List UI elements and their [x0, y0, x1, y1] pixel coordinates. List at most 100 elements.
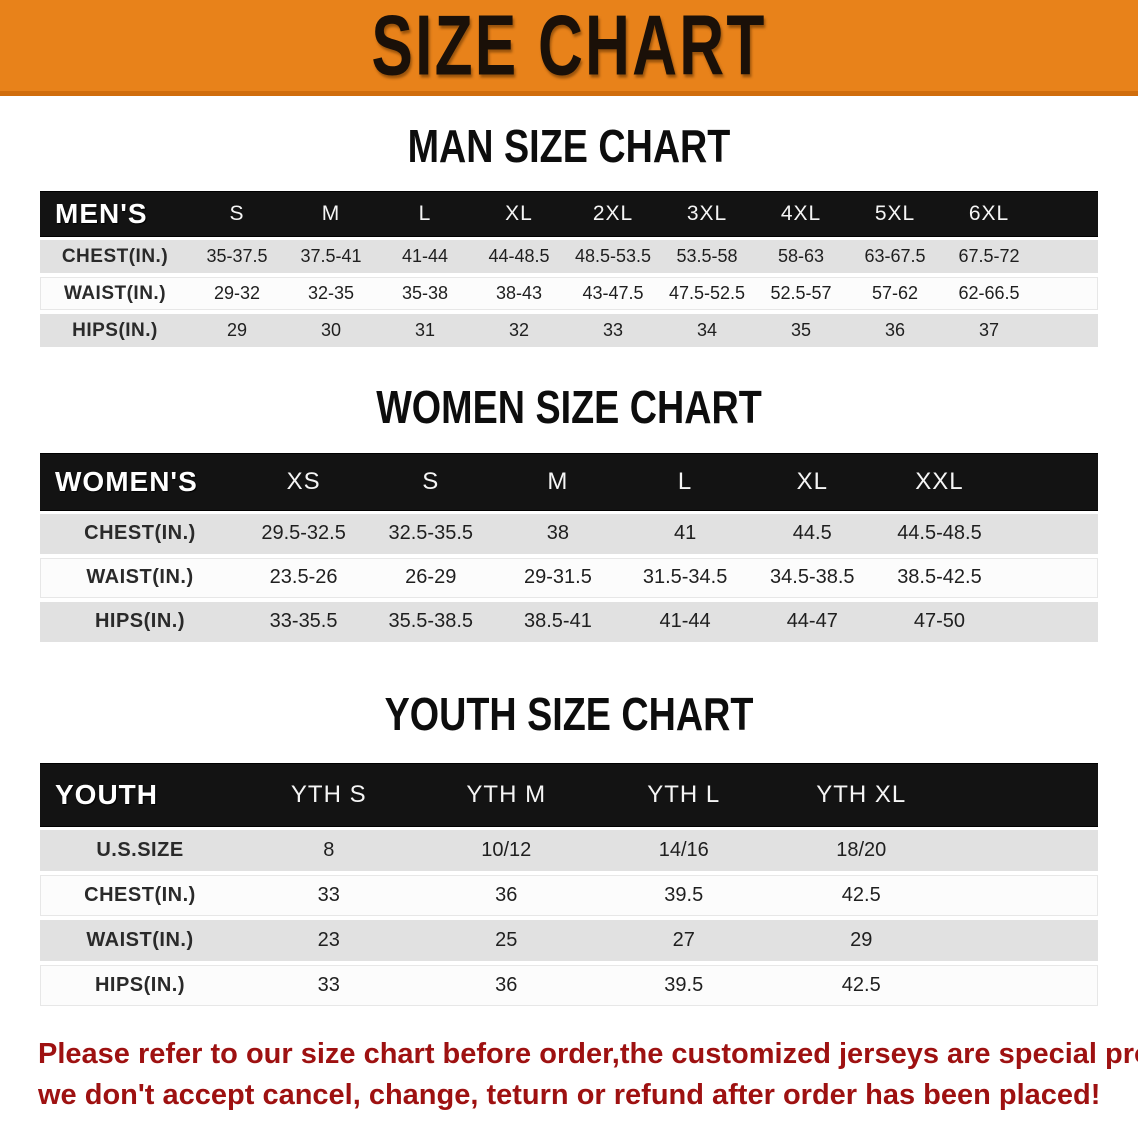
women-size-chart-section: WOMEN SIZE CHART WOMEN'S XS S M L XL XXL CHEST(I…: [0, 381, 1138, 642]
men-waist-in-value-m: 32-35: [307, 283, 355, 304]
disclaimer-line-1: Please refer to our size chart before or…: [38, 1037, 1138, 1070]
youth-hips-in-value-yth-s: 33: [317, 973, 340, 996]
women-hips-in-value-m: 38.5-41: [524, 610, 592, 633]
men-table: MEN'S S M L XL 2XL 3XL 4XL 5XL 6XL CHEST(IN.) 35-37…: [40, 192, 1098, 348]
men-column-header-xl: XL: [505, 202, 533, 226]
men-row-waist-in: WAIST(IN.) 29-32 32-35 35-38 38-43 43-47.5 47.…: [40, 277, 1098, 311]
women-row-label-chest-in: CHEST(IN.): [84, 522, 196, 545]
women-chest-in-value-xxl: 44.5-48.5: [897, 522, 982, 545]
women-waist-in-value-xl: 34.5-38.5: [770, 566, 855, 589]
women-row-hips-in: HIPS(IN.) 33-35.5 35.5-38.5 38.5-41 41-44 44-…: [40, 601, 1098, 642]
men-chest-in-value-5xl: 63-67.5: [864, 246, 926, 267]
disclaimer: Please refer to our size chart before or…: [38, 1034, 1138, 1116]
youth-header-label: YOUTH: [55, 778, 158, 810]
women-chart-title: WOMEN SIZE CHART: [376, 381, 762, 434]
men-column-header-2xl: 2XL: [592, 202, 634, 226]
women-column-header-xs: XS: [286, 467, 321, 495]
youth-header-row: YOUTH YTH S YTH M YTH L YTH XL: [40, 763, 1098, 826]
women-hips-in-value-xl: 44-47: [786, 610, 838, 633]
youth-chest-in-value-yth-xl: 42.5: [841, 883, 881, 906]
men-hips-in-value-m: 30: [320, 320, 342, 341]
women-hips-in-value-s: 35.5-38.5: [388, 610, 474, 633]
women-hips-in-value-xxl: 47-50: [913, 610, 966, 633]
youth-waist-in-value-yth-s: 23: [317, 928, 340, 951]
youth-chart-title: YOUTH SIZE CHART: [384, 687, 754, 740]
men-row-label-chest-in: CHEST(IN.): [61, 245, 169, 267]
women-hips-in-value-xs: 33-35.5: [269, 610, 338, 633]
women-waist-in-value-m: 29-31.5: [524, 566, 592, 589]
women-row-waist-in: WAIST(IN.) 23.5-26 26-29 29-31.5 31.5-34.5 34…: [40, 557, 1098, 598]
women-chest-in-value-xs: 29.5-32.5: [261, 522, 346, 545]
youth-hips-in-value-yth-xl: 42.5: [841, 973, 881, 996]
youth-row-chest-in: CHEST(IN.) 33 36 39.5 42.5: [40, 874, 1098, 916]
men-row-label-hips-in: HIPS(IN.): [72, 319, 158, 341]
men-hips-in-value-4xl: 35: [790, 320, 812, 341]
women-chest-in-value-m: 38: [546, 522, 570, 545]
men-column-header-6xl: 6XL: [968, 202, 1010, 226]
youth-waist-in-value-yth-m: 25: [495, 928, 518, 951]
men-row-chest-in: CHEST(IN.) 35-37.5 37.5-41 41-44 44-48.5 48.5…: [40, 240, 1098, 274]
women-row-label-hips-in: HIPS(IN.): [94, 610, 186, 633]
men-chest-in-value-4xl: 58-63: [777, 246, 825, 267]
men-header-row: MEN'S S M L XL 2XL 3XL 4XL 5XL 6XL: [40, 192, 1098, 237]
youth-chest-in-value-yth-l: 39.5: [664, 883, 704, 906]
youth-row-label-u-s-size: U.S.SIZE: [96, 838, 184, 861]
women-column-header-xxl: XXL: [915, 467, 964, 495]
men-chest-in-value-xl: 44-48.5: [488, 246, 550, 267]
men-hips-in-value-s: 29: [226, 320, 248, 341]
women-row-label-waist-in: WAIST(IN.): [86, 566, 194, 589]
men-waist-in-value-3xl: 47.5-52.5: [668, 283, 746, 304]
youth-hips-in-value-yth-m: 36: [495, 973, 518, 996]
youth-column-header-yth-s: YTH S: [290, 780, 367, 808]
men-hips-in-value-6xl: 37: [978, 320, 1000, 341]
women-column-header-m: M: [547, 467, 569, 495]
men-hips-in-value-l: 31: [414, 320, 436, 341]
men-waist-in-value-5xl: 57-62: [871, 283, 919, 304]
youth-row-label-hips-in: HIPS(IN.): [94, 973, 186, 996]
women-chest-in-value-l: 41: [673, 522, 697, 545]
men-chest-in-value-6xl: 67.5-72: [958, 246, 1020, 267]
women-header-row: WOMEN'S XS S M L XL XXL: [40, 453, 1098, 510]
women-waist-in-value-xxl: 38.5-42.5: [897, 566, 982, 589]
youth-row-hips-in: HIPS(IN.) 33 36 39.5 42.5: [40, 964, 1098, 1006]
youth-row-label-chest-in: CHEST(IN.): [84, 883, 196, 906]
men-column-header-l: L: [418, 202, 432, 226]
men-waist-in-value-s: 29-32: [213, 283, 261, 304]
youth-column-header-yth-m: YTH M: [466, 780, 547, 808]
youth-row-waist-in: WAIST(IN.) 23 25 27 29: [40, 919, 1098, 961]
men-chest-in-value-3xl: 53.5-58: [676, 246, 738, 267]
men-chest-in-value-2xl: 48.5-53.5: [574, 246, 652, 267]
women-column-header-l: L: [677, 467, 693, 495]
women-chest-in-value-xl: 44.5: [792, 522, 832, 545]
youth-u-s-size-value-yth-l: 14/16: [658, 838, 709, 861]
youth-u-s-size-value-yth-s: 8: [323, 838, 335, 861]
women-waist-in-value-s: 26-29: [405, 566, 457, 589]
men-chest-in-value-l: 41-44: [401, 246, 449, 267]
youth-column-header-yth-l: YTH L: [647, 780, 721, 808]
men-row-label-waist-in: WAIST(IN.): [63, 282, 167, 304]
youth-size-chart-section: YOUTH SIZE CHART YOUTH YTH S YTH M YTH L YTH …: [0, 687, 1138, 1006]
youth-u-s-size-value-yth-m: 10/12: [481, 838, 532, 861]
men-hips-in-value-3xl: 34: [696, 320, 718, 341]
women-waist-in-value-l: 31.5-34.5: [642, 566, 728, 589]
youth-table: YOUTH YTH S YTH M YTH L YTH XL U.S.SIZE 8 10/12…: [40, 763, 1098, 1006]
size-chart-banner: SIZE CHART: [0, 0, 1138, 96]
men-column-header-5xl: 5XL: [874, 202, 916, 226]
youth-column-header-yth-xl: YTH XL: [816, 780, 907, 808]
men-chest-in-value-m: 37.5-41: [300, 246, 362, 267]
men-waist-in-value-2xl: 43-47.5: [582, 283, 644, 304]
disclaimer-line-2: we don't accept cancel, change, teturn o…: [38, 1078, 1101, 1111]
men-size-chart-section: MAN SIZE CHART MEN'S S M L XL 2XL 3XL 4XL 5XL 6XL C…: [0, 120, 1138, 348]
women-row-chest-in: CHEST(IN.) 29.5-32.5 32.5-35.5 38 41 44.5 44.5…: [40, 513, 1098, 554]
men-column-header-s: S: [229, 202, 245, 226]
women-column-header-xl: XL: [796, 467, 828, 495]
women-chest-in-value-s: 32.5-35.5: [388, 522, 474, 545]
youth-waist-in-value-yth-xl: 29: [850, 928, 873, 951]
youth-row-label-waist-in: WAIST(IN.): [86, 928, 194, 951]
youth-hips-in-value-yth-l: 39.5: [664, 973, 704, 996]
women-hips-in-value-l: 41-44: [659, 610, 711, 633]
men-column-header-m: M: [321, 202, 341, 226]
women-column-header-s: S: [422, 467, 440, 495]
youth-chest-in-value-yth-m: 36: [495, 883, 518, 906]
men-chart-title: MAN SIZE CHART: [407, 120, 731, 172]
